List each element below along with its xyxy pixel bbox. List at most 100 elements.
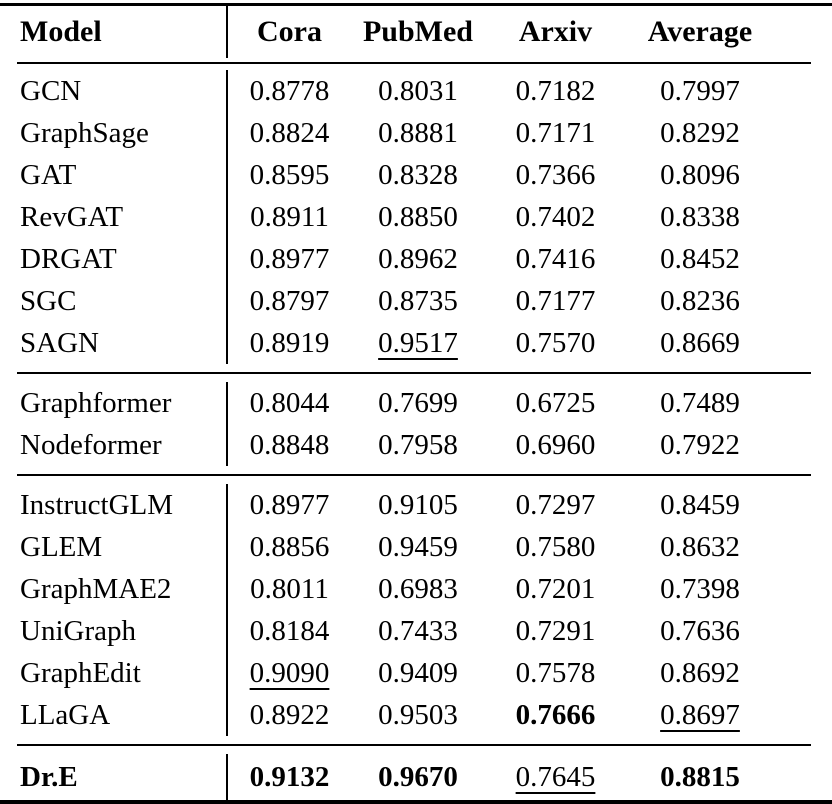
score-pubmed: 0.8962 xyxy=(378,242,458,275)
table-row-revgat: RevGAT 0.8911 0.8850 0.7402 0.8338 xyxy=(0,196,832,238)
divider-cell xyxy=(0,736,832,754)
score-cora: 0.8856 xyxy=(249,530,330,563)
score-arxiv: 0.7416 xyxy=(515,242,596,275)
model-name: GraphMAE2 xyxy=(0,568,228,610)
table-row-gcn: GCN 0.8778 0.8031 0.7182 0.7997 xyxy=(0,70,832,112)
score-pubmed: 0.8031 xyxy=(378,74,458,107)
score-arxiv: 0.7171 xyxy=(515,116,596,149)
score-pubmed: 0.9459 xyxy=(378,530,458,563)
score-average: 0.8338 xyxy=(660,200,740,233)
model-name: GraphSage xyxy=(0,112,228,154)
score-cora: 0.8184 xyxy=(249,614,330,647)
score-pubmed: 0.9409 xyxy=(378,656,458,689)
score-arxiv: 0.7201 xyxy=(515,572,596,605)
horizontal-rule xyxy=(17,62,811,64)
score-arxiv: 0.7402 xyxy=(515,200,596,233)
score-pubmed: 0.8881 xyxy=(378,116,458,149)
model-name: Graphformer xyxy=(0,382,228,424)
score-pubmed: 0.7433 xyxy=(378,614,458,647)
score-arxiv: 0.7645 xyxy=(515,760,596,793)
score-cora: 0.8824 xyxy=(249,116,330,149)
model-name: Nodeformer xyxy=(0,424,228,466)
score-average: 0.7922 xyxy=(660,428,740,461)
score-pubmed: 0.9670 xyxy=(378,760,458,793)
score-pubmed: 0.9503 xyxy=(378,698,458,731)
table-row-llaga: LLaGA 0.8922 0.9503 0.7666 0.8697 xyxy=(0,694,832,736)
table-row-unigraph: UniGraph 0.8184 0.7433 0.7291 0.7636 xyxy=(0,610,832,652)
table-row-gat: GAT 0.8595 0.8328 0.7366 0.8096 xyxy=(0,154,832,196)
model-name: SGC xyxy=(0,280,228,322)
results-table: Model Cora PubMed Arxiv Average GCN 0.877… xyxy=(0,3,832,804)
table-row-drgat: DRGAT 0.8977 0.8962 0.7416 0.8452 xyxy=(0,238,832,280)
table-row-dr-e: Dr.E 0.9132 0.9670 0.7645 0.8815 xyxy=(0,754,832,800)
score-cora: 0.8911 xyxy=(250,200,329,233)
model-name: GCN xyxy=(0,70,228,112)
model-name: InstructGLM xyxy=(0,484,228,526)
score-arxiv: 0.7366 xyxy=(515,158,596,191)
score-average: 0.7489 xyxy=(660,386,740,419)
section-divider-0 xyxy=(0,58,832,70)
model-name: UniGraph xyxy=(0,610,228,652)
table-row-sagn: SAGN 0.8919 0.9517 0.7570 0.8669 xyxy=(0,322,832,364)
column-header-model: Model xyxy=(0,6,228,58)
score-cora: 0.8977 xyxy=(249,242,330,275)
horizontal-rule xyxy=(17,474,811,476)
table-row-sgc: SGC 0.8797 0.8735 0.7177 0.8236 xyxy=(0,280,832,322)
score-cora: 0.8919 xyxy=(249,326,330,359)
score-average: 0.8459 xyxy=(660,488,740,521)
score-cora: 0.8922 xyxy=(249,698,330,731)
score-average: 0.8292 xyxy=(660,116,740,149)
score-average: 0.8669 xyxy=(660,326,740,359)
model-name: RevGAT xyxy=(0,196,228,238)
score-pubmed: 0.9105 xyxy=(378,488,458,521)
score-average: 0.8692 xyxy=(660,656,740,689)
score-arxiv: 0.6725 xyxy=(515,386,596,419)
score-arxiv: 0.7291 xyxy=(515,614,596,647)
model-name: LLaGA xyxy=(0,694,228,736)
score-arxiv: 0.7297 xyxy=(515,488,596,521)
score-cora: 0.8977 xyxy=(249,488,330,521)
horizontal-rule xyxy=(17,744,811,746)
score-arxiv: 0.7580 xyxy=(515,530,596,563)
column-header-arxiv: Arxiv xyxy=(518,15,593,48)
section-divider-3 xyxy=(0,736,832,754)
score-pubmed: 0.8735 xyxy=(378,284,458,317)
score-average: 0.8632 xyxy=(660,530,740,563)
table-row-graphedit: GraphEdit 0.9090 0.9409 0.7578 0.8692 xyxy=(0,652,832,694)
model-name: GraphEdit xyxy=(0,652,228,694)
model-name: SAGN xyxy=(0,322,228,364)
score-pubmed: 0.8328 xyxy=(378,158,458,191)
divider-cell xyxy=(0,58,832,70)
divider-cell xyxy=(0,466,832,484)
score-cora: 0.8848 xyxy=(249,428,330,461)
section-divider-1 xyxy=(0,364,832,382)
table-row-graphsage: GraphSage 0.8824 0.8881 0.7171 0.8292 xyxy=(0,112,832,154)
score-cora: 0.9090 xyxy=(249,656,330,689)
table-row-glem: GLEM 0.8856 0.9459 0.7580 0.8632 xyxy=(0,526,832,568)
model-name: DRGAT xyxy=(0,238,228,280)
score-arxiv: 0.7666 xyxy=(515,698,596,731)
table-row-graphformer: Graphformer 0.8044 0.7699 0.6725 0.7489 xyxy=(0,382,832,424)
score-arxiv: 0.6960 xyxy=(515,428,596,461)
model-name: Dr.E xyxy=(0,754,228,800)
score-arxiv: 0.7578 xyxy=(515,656,596,689)
score-pubmed: 0.8850 xyxy=(378,200,458,233)
score-arxiv: 0.7182 xyxy=(515,74,596,107)
column-header-average: Average xyxy=(647,15,753,48)
score-average: 0.8096 xyxy=(660,158,740,191)
score-average: 0.7398 xyxy=(660,572,740,605)
score-pubmed: 0.7958 xyxy=(378,428,458,461)
horizontal-rule xyxy=(17,372,811,374)
score-pubmed: 0.6983 xyxy=(378,572,458,605)
column-header-pubmed: PubMed xyxy=(362,15,473,48)
score-average: 0.8697 xyxy=(660,698,740,731)
score-arxiv: 0.7570 xyxy=(515,326,596,359)
score-pubmed: 0.7699 xyxy=(378,386,458,419)
divider-cell xyxy=(0,364,832,382)
table-row-nodeformer: Nodeformer 0.8848 0.7958 0.6960 0.7922 xyxy=(0,424,832,466)
score-average: 0.7997 xyxy=(660,74,740,107)
score-cora: 0.9132 xyxy=(249,760,330,793)
header-row: Model Cora PubMed Arxiv Average xyxy=(0,6,832,58)
table-row-instructglm: InstructGLM 0.8977 0.9105 0.7297 0.8459 xyxy=(0,484,832,526)
score-cora: 0.8778 xyxy=(249,74,330,107)
